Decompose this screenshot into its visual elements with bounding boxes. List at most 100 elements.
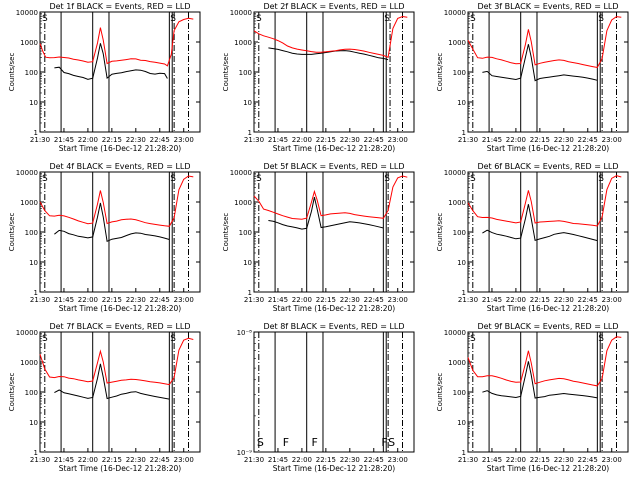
x-tick-label: 22:00 [78, 296, 98, 304]
y-tick-label: 100 [453, 229, 466, 237]
series-line-events [268, 47, 389, 61]
x-tick-label: 21:30 [244, 456, 264, 464]
chart-panel-1: Det 1f BLACK = Events, RED = LLD 1 10 100 10… [8, 2, 201, 153]
plot-frame [253, 331, 415, 453]
x-tick-label: 22:15 [530, 296, 550, 304]
series-line-lld [253, 175, 408, 220]
chart-panel-7: Det 7f BLACK = Events, RED = LLD 1 10 100 10… [8, 322, 201, 473]
chart-panel-3: Det 3f BLACK = Events, RED = LLD 1 10 100 10… [436, 2, 629, 153]
y-tick-label: 1000 [20, 199, 38, 207]
plot-frame [467, 11, 629, 133]
series-line-events [268, 196, 384, 230]
y-tick-label: 10 [243, 259, 252, 267]
marker-letter: S [42, 14, 48, 24]
series-line-lld [467, 16, 622, 69]
chart-title: Det 5f BLACK = Events, RED = LLD [263, 162, 404, 171]
marker-letter: S [256, 14, 262, 24]
x-tick-label: 22:45 [364, 296, 384, 304]
x-tick-label: 22:45 [150, 296, 170, 304]
x-tick-label: 23:00 [602, 296, 622, 304]
chart-title: Det 9f BLACK = Events, RED = LLD [477, 322, 618, 331]
marker-letter: S [470, 14, 476, 24]
y-tick-label: 10 [457, 259, 466, 267]
marker-letter: S [42, 334, 48, 344]
x-tick-label: 22:30 [340, 296, 360, 304]
y-tick-label: 10000 [16, 329, 38, 337]
y-tick-label: 1000 [448, 359, 466, 367]
x-tick-label: 22:15 [530, 456, 550, 464]
y-tick-label: 1 [34, 449, 38, 457]
marker-letter: S [598, 174, 604, 184]
y-tick-label: 1000 [448, 39, 466, 47]
x-tick-label: 22:30 [340, 456, 360, 464]
y-tick-label: 10000 [230, 9, 252, 17]
chart-title: Det 6f BLACK = Events, RED = LLD [477, 162, 618, 171]
y-tick-label: 100 [453, 389, 466, 397]
x-tick-label: 22:45 [364, 456, 384, 464]
x-tick-label: 23:00 [602, 136, 622, 144]
y-axis-label: Counts/sec [8, 53, 16, 92]
y-tick-label: 1000 [448, 199, 466, 207]
y-tick-label: 10 [457, 419, 466, 427]
marker-letter: F [311, 436, 317, 449]
x-tick-label: 21:45 [54, 456, 74, 464]
plot-frame [253, 171, 415, 293]
x-tick-label: 22:30 [340, 136, 360, 144]
y-tick-label: 10000 [16, 169, 38, 177]
chart-panel-8: Det 8f BLACK = Events, RED = LLD 10⁻⁹ 10⁻⁸… [237, 322, 415, 473]
marker-letter: S [598, 334, 604, 344]
x-tick-label: 22:45 [150, 456, 170, 464]
y-tick-label: 10000 [444, 169, 466, 177]
series-line-events [54, 202, 170, 243]
chart-title: Det 2f BLACK = Events, RED = LLD [263, 2, 404, 11]
y-tick-label: 100 [239, 229, 252, 237]
marker-letter: S [42, 174, 48, 184]
y-tick-label: 1 [462, 289, 466, 297]
x-tick-label: 22:00 [292, 296, 312, 304]
x-axis-label: Start Time (16-Dec-12 21:28:20) [487, 304, 609, 313]
x-tick-label: 22:45 [150, 136, 170, 144]
plot-frame [39, 331, 201, 453]
y-tick-label: 100 [25, 389, 38, 397]
x-tick-label: 23:00 [388, 456, 408, 464]
x-axis-label: Start Time (16-Dec-12 21:28:20) [59, 464, 181, 473]
series-line-events [482, 44, 598, 82]
y-tick-label: 1000 [20, 359, 38, 367]
marker-letter: S [388, 436, 395, 449]
series-line-lld [467, 175, 622, 227]
chart-panel-2: Det 2f BLACK = Events, RED = LLD 1 10 100 10… [222, 2, 415, 153]
x-tick-label: 22:45 [578, 136, 598, 144]
y-tick-label: 10000 [444, 9, 466, 17]
x-tick-label: 23:00 [602, 456, 622, 464]
x-axis-label: Start Time (16-Dec-12 21:28:20) [487, 464, 609, 473]
x-tick-label: 22:30 [126, 296, 146, 304]
x-tick-label: 22:15 [102, 136, 122, 144]
chart-title: Det 1f BLACK = Events, RED = LLD [49, 2, 190, 11]
y-tick-label: 10 [29, 99, 38, 107]
y-tick-label: 10⁻⁹ [237, 449, 253, 457]
chart-panel-5: Det 5f BLACK = Events, RED = LLD 1 10 100 10… [222, 162, 415, 313]
x-tick-label: 22:30 [126, 456, 146, 464]
y-tick-label: 10 [29, 419, 38, 427]
plot-frame [39, 171, 201, 293]
marker-letter: S [170, 14, 176, 24]
x-tick-label: 21:30 [244, 296, 264, 304]
x-tick-label: 22:00 [292, 136, 312, 144]
y-axis-label: Counts/sec [436, 213, 444, 252]
chart-panel-6: Det 6f BLACK = Events, RED = LLD 1 10 100 10… [436, 162, 629, 313]
y-tick-label: 10⁻⁸ [237, 329, 253, 337]
y-axis-label: Counts/sec [436, 373, 444, 412]
y-tick-label: 1 [248, 289, 252, 297]
x-tick-label: 23:00 [174, 456, 194, 464]
x-tick-label: 21:30 [30, 136, 50, 144]
y-tick-label: 100 [453, 69, 466, 77]
marker-letter: S [384, 174, 390, 184]
x-tick-label: 21:45 [268, 136, 288, 144]
marker-letter: S [470, 174, 476, 184]
y-tick-label: 1 [462, 449, 466, 457]
series-line-events [54, 43, 168, 80]
marker-letter: S [384, 14, 390, 24]
y-tick-label: 1 [462, 129, 466, 137]
marker-letter: S [257, 436, 264, 449]
